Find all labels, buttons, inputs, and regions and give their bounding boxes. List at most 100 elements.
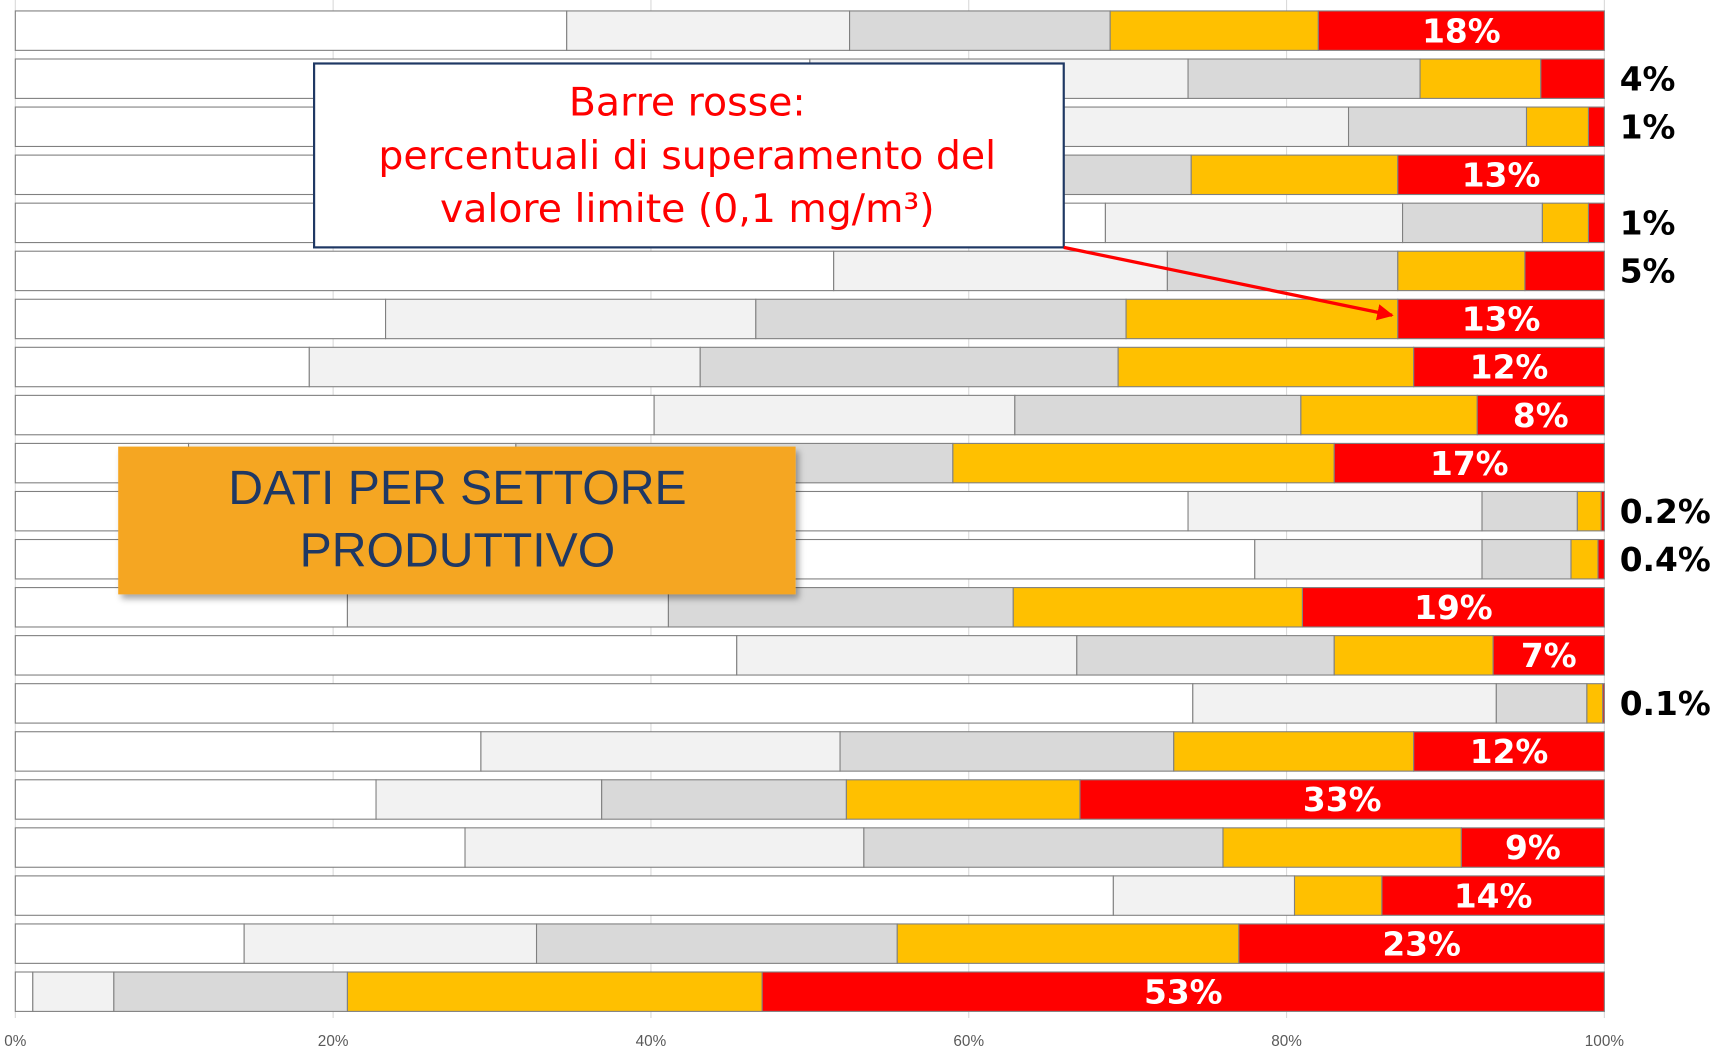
bar-segment	[1524, 250, 1605, 292]
bar-segment	[14, 827, 466, 868]
bar-segment	[1540, 58, 1605, 99]
bar-segment	[1166, 250, 1399, 292]
bar-segment	[1104, 202, 1404, 244]
labels: 0% 20% 40% 60% 80% 100% 18% 4% 1% 13% 1% 5% 13% 12% 8%…	[4, 12, 1710, 1050]
bar-segment	[1481, 538, 1572, 580]
value-label: 53%	[1144, 973, 1223, 1011]
value-label: 12%	[1470, 733, 1549, 771]
bar-segment	[1112, 875, 1296, 916]
bar-segment	[1187, 58, 1421, 99]
value-label: 13%	[1462, 301, 1541, 339]
bar-segment	[1419, 58, 1542, 99]
badge-box: DATI PER SETTORE PRODUTTIVO	[118, 446, 796, 595]
bar-segment	[14, 971, 34, 1012]
bar-segment	[480, 731, 841, 772]
bar-segment	[1014, 394, 1302, 436]
value-label: 9%	[1505, 829, 1561, 867]
value-label: 23%	[1382, 925, 1461, 963]
bar-segment	[736, 635, 1078, 676]
bar-segment	[1525, 106, 1590, 148]
bar-segment	[14, 250, 835, 292]
bar-segment	[385, 298, 757, 340]
bar-segment	[308, 346, 701, 388]
value-label: 1%	[1620, 108, 1676, 146]
value-label: 4%	[1620, 60, 1676, 98]
bar-segment	[601, 779, 847, 820]
bar-segment	[1117, 346, 1415, 388]
x-tick-label: 40%	[636, 1033, 667, 1050]
bar-segment	[14, 683, 1194, 724]
bar-segment	[1570, 538, 1599, 580]
bar-segment	[1397, 250, 1526, 292]
bar-segment	[1347, 106, 1528, 148]
bar-segment	[1397, 154, 1605, 196]
value-label: 17%	[1430, 445, 1509, 483]
bar-segment	[1492, 635, 1605, 676]
x-tick-label: 20%	[318, 1033, 349, 1050]
bar-segment	[1586, 683, 1604, 724]
bar-segment	[1476, 394, 1605, 436]
value-label: 13%	[1462, 156, 1541, 194]
bar-segment	[14, 875, 1114, 916]
value-label: 0.4%	[1620, 541, 1711, 579]
bar-segment	[14, 346, 310, 388]
bar-segment	[1481, 490, 1578, 532]
bar-segment	[1192, 683, 1497, 724]
bar-segment	[1187, 490, 1483, 532]
bar-segment	[1413, 731, 1605, 772]
bar-segment	[14, 10, 568, 51]
bar-segment	[1333, 442, 1605, 484]
bar-segment	[566, 10, 851, 51]
bar-segment	[1587, 202, 1605, 244]
x-tick-label: 100%	[1585, 1033, 1625, 1050]
bar-segment	[1541, 202, 1590, 244]
value-label: 0.2%	[1620, 493, 1711, 531]
value-label: 14%	[1454, 877, 1533, 915]
bar-segment	[14, 635, 738, 676]
bar-segment	[699, 346, 1119, 388]
bar-segment	[14, 731, 482, 772]
note-line: Barre rosse:	[569, 80, 806, 126]
bar-segment	[1173, 731, 1415, 772]
bar-segment	[346, 971, 763, 1012]
bar-segment	[1293, 875, 1383, 916]
bar-segment	[535, 923, 898, 964]
bar-segment	[375, 779, 603, 820]
bar-segment	[1238, 923, 1605, 964]
bar-segment	[755, 298, 1127, 340]
bar-segment	[1301, 587, 1605, 628]
bar-segment	[1047, 154, 1192, 196]
bar-segment	[113, 971, 348, 1012]
bar-segment	[896, 923, 1240, 964]
bar-segment	[14, 394, 655, 436]
note-frame	[312, 62, 1065, 249]
bar-segment	[32, 971, 115, 1012]
bar-segment	[1402, 202, 1543, 244]
bar-segment	[1576, 490, 1602, 532]
bar-segment	[1495, 683, 1588, 724]
bar-segment	[1254, 538, 1483, 580]
note-arrow	[1063, 245, 1394, 321]
bar-segment	[1109, 10, 1319, 51]
x-tick-label: 60%	[953, 1033, 984, 1050]
bar-segment	[1300, 394, 1478, 436]
value-label: 12%	[1470, 349, 1549, 387]
bar-segment	[1397, 298, 1605, 340]
bar-segment	[14, 779, 377, 820]
bar-segment	[1079, 779, 1605, 820]
x-tick-label: 0%	[4, 1033, 27, 1050]
bar-segment	[845, 779, 1081, 820]
bar-segment	[1600, 490, 1605, 532]
badge-frame	[118, 446, 796, 595]
bar-segment	[1317, 10, 1605, 51]
bar-segment	[1413, 346, 1605, 388]
value-label: 7%	[1521, 637, 1577, 675]
bar-segment	[243, 923, 538, 964]
bar-segment	[849, 10, 1111, 51]
bar-segment	[1125, 298, 1399, 340]
bar-segment	[952, 442, 1335, 484]
bar-segment	[1587, 106, 1605, 148]
bar-segment	[1076, 635, 1335, 676]
value-label: 0.1%	[1620, 685, 1711, 723]
